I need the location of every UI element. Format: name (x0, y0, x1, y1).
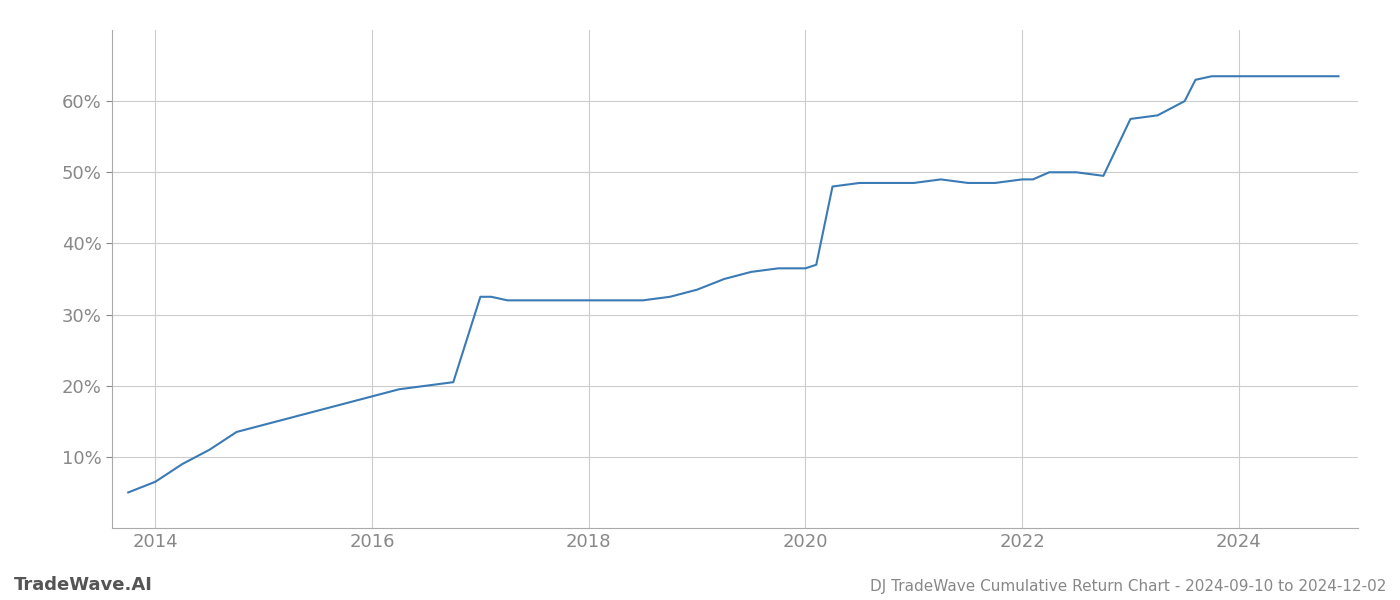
Text: TradeWave.AI: TradeWave.AI (14, 576, 153, 594)
Text: DJ TradeWave Cumulative Return Chart - 2024-09-10 to 2024-12-02: DJ TradeWave Cumulative Return Chart - 2… (869, 579, 1386, 594)
